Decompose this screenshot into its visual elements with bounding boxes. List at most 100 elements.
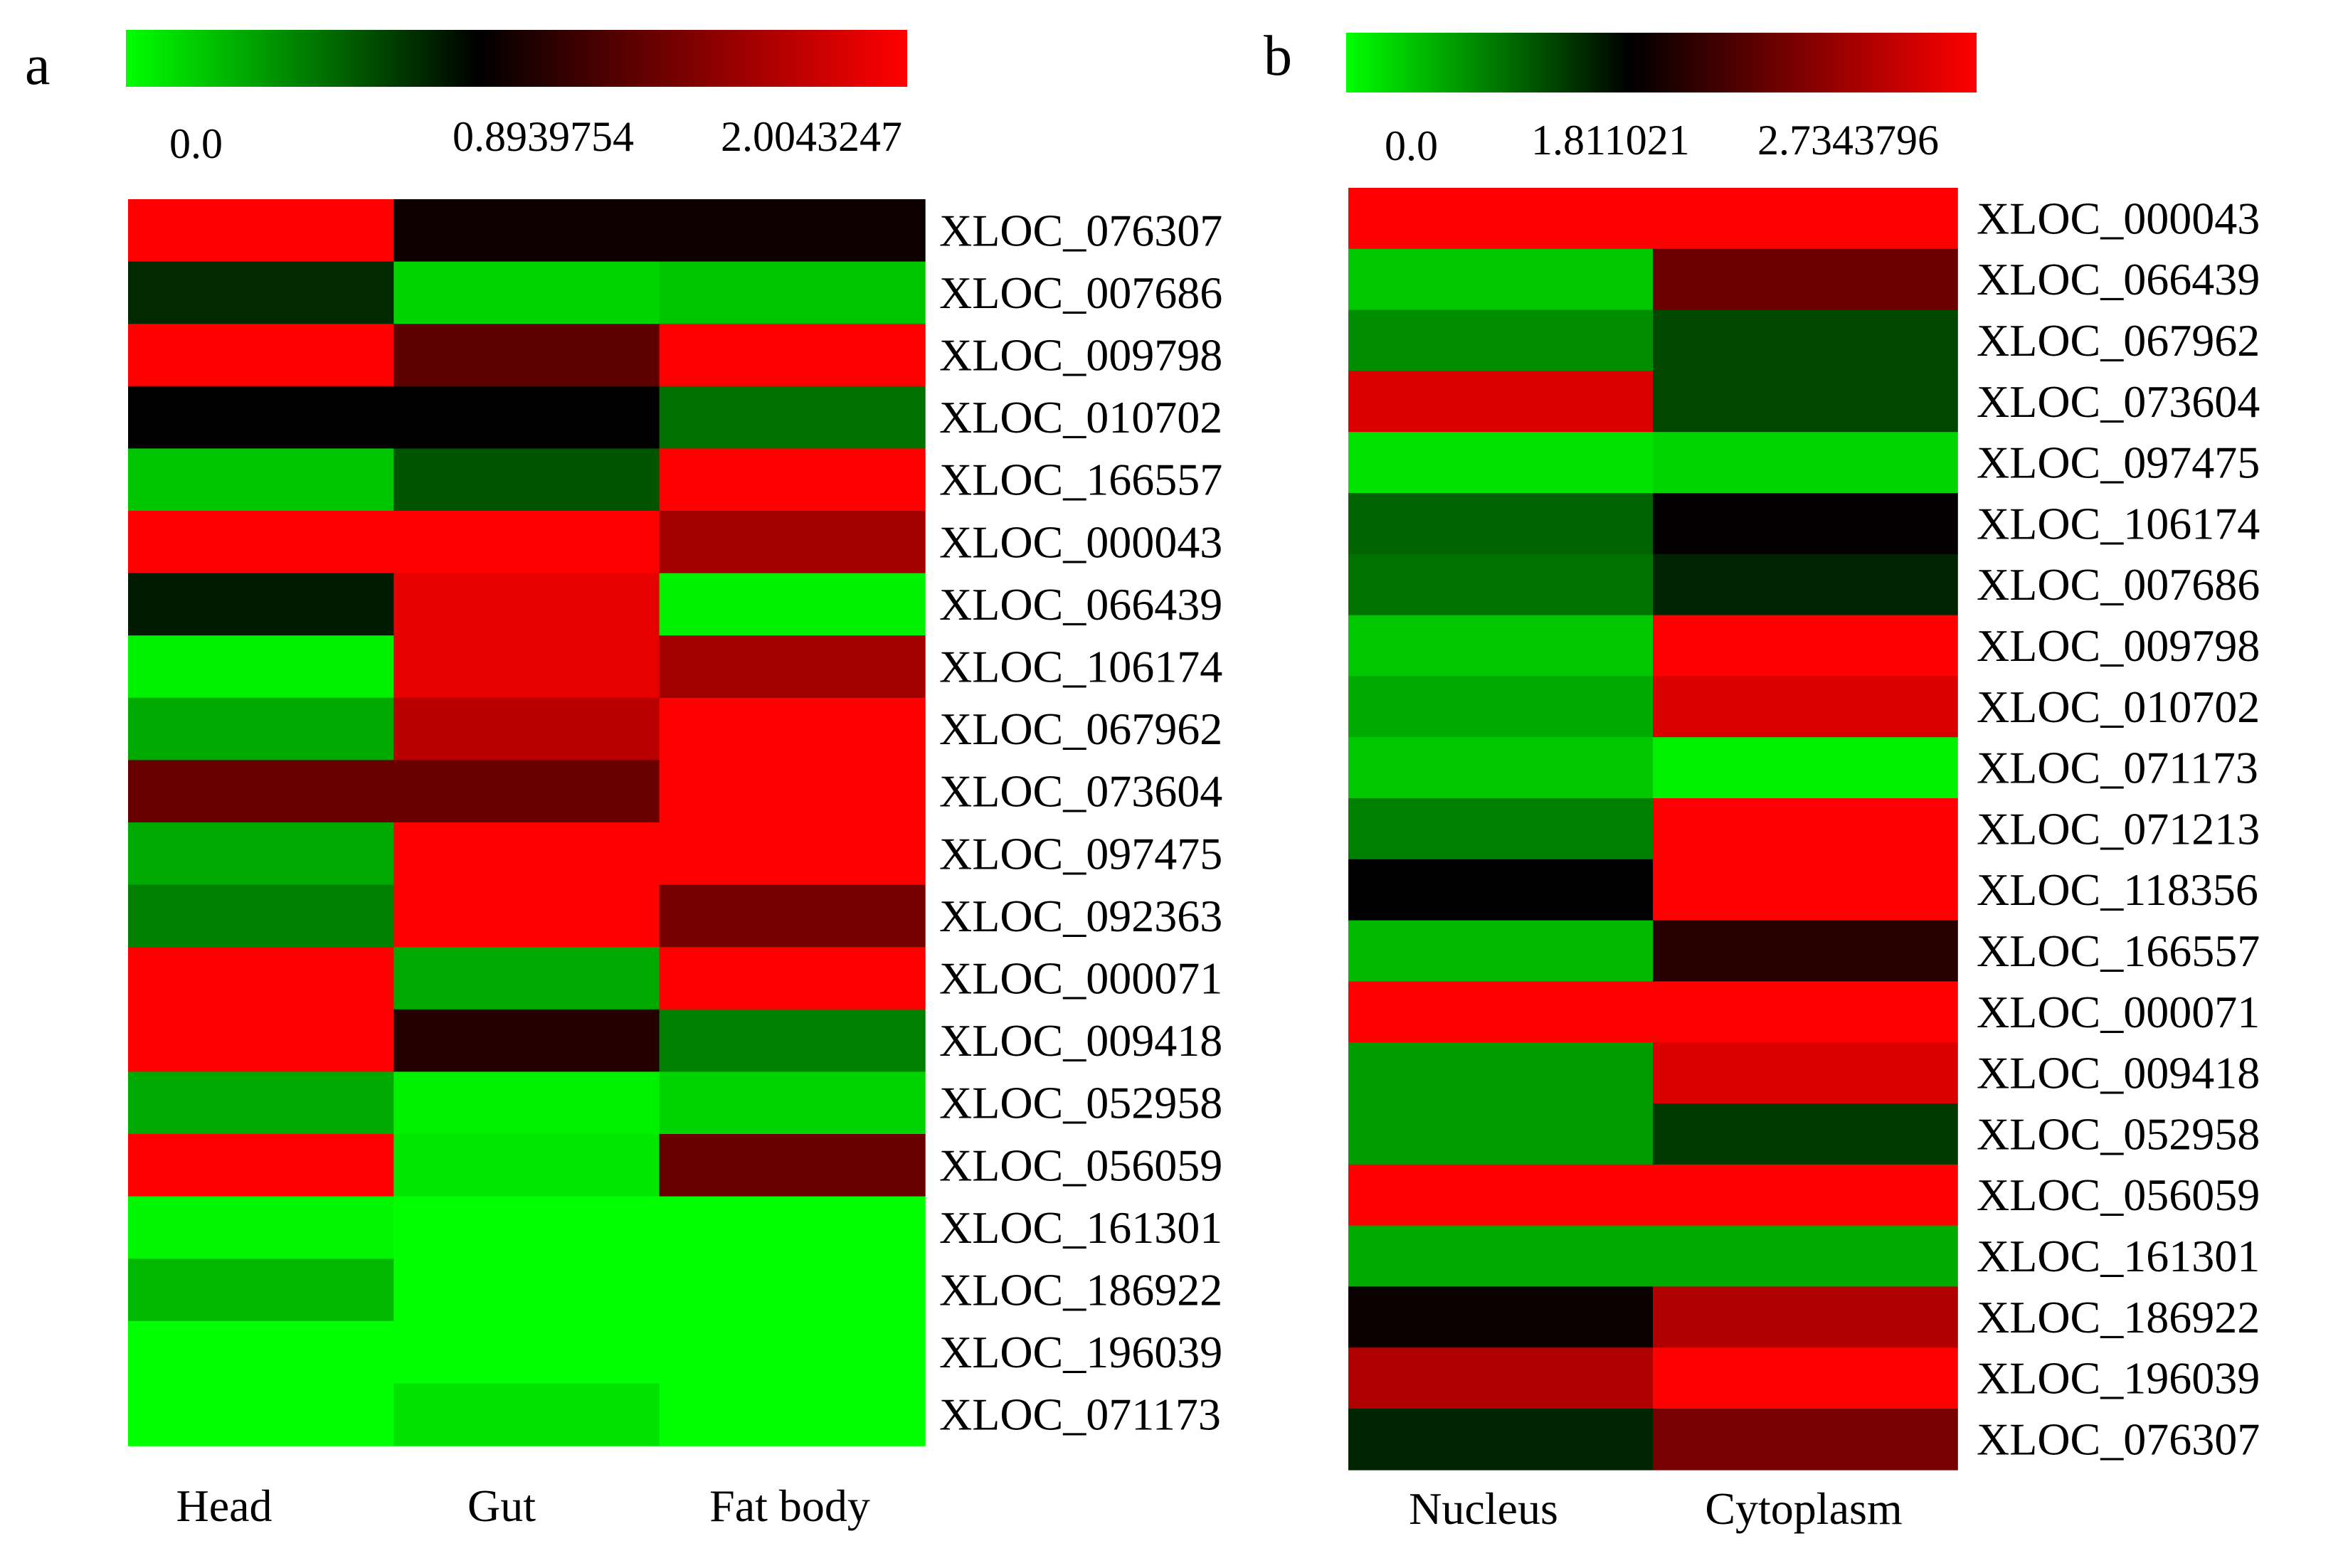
row-label: XLOC_056059 — [939, 1140, 1222, 1190]
heatmap-cell — [1653, 615, 1958, 677]
heatmap-cell — [393, 386, 660, 450]
heatmap-cell — [659, 199, 926, 263]
heatmap-cell — [1653, 493, 1958, 555]
heatmap-cell — [659, 573, 926, 636]
heatmap-cell — [659, 448, 926, 512]
row-label: XLOC_067962 — [939, 704, 1222, 754]
row-label: XLOC_056059 — [1977, 1170, 2260, 1220]
row-label: XLOC_071213 — [1977, 803, 2260, 854]
heatmap-cell — [1348, 248, 1654, 311]
heatmap-cell — [128, 1196, 395, 1259]
column-labels-b: Nucleus Cytoplasm — [1409, 1483, 1903, 1534]
heatmap-cell — [1348, 798, 1654, 860]
color-scale-bar-b — [1346, 33, 1977, 92]
heatmap-cell — [128, 386, 395, 450]
row-label: XLOC_196039 — [1977, 1353, 2260, 1404]
heatmap-cell — [659, 261, 926, 324]
row-label: XLOC_092363 — [939, 891, 1222, 941]
row-label: XLOC_186922 — [939, 1265, 1222, 1315]
heatmap-cell — [1348, 493, 1654, 555]
heatmap-cell — [128, 573, 395, 636]
row-label: XLOC_097475 — [939, 828, 1222, 879]
row-labels-a: XLOC_076307 XLOC_007686 XLOC_009798 XLOC_01… — [939, 205, 1222, 1439]
heatmap-cell — [393, 511, 660, 574]
heatmap-cell — [1348, 1409, 1654, 1471]
heatmap-cell — [1653, 981, 1958, 1043]
heatmap-cell — [1653, 1347, 1958, 1409]
row-label: XLOC_009418 — [1977, 1048, 2260, 1098]
row-label: XLOC_073604 — [1977, 376, 2260, 427]
heatmap-cell — [1653, 676, 1958, 738]
row-label: XLOC_106174 — [1977, 498, 2260, 549]
heatmap-cell — [1348, 188, 1654, 250]
heatmap-cell — [1653, 920, 1958, 982]
row-labels-b: XLOC_000043 XLOC_066439 XLOC_067962 XLOC_07… — [1977, 193, 2260, 1464]
heatmap-cell — [1653, 1286, 1958, 1348]
heatmap-cell — [659, 1196, 926, 1259]
heatmap-panel-b: b 0.0 1.811021 2.7343796 XLOC_000043XLOC… — [1264, 25, 2260, 1534]
heatmap-cell — [393, 1383, 660, 1446]
heatmap-cell — [1348, 920, 1654, 982]
row-label: XLOC_067962 — [1977, 315, 2260, 366]
heatmap-cell — [1653, 188, 1958, 250]
row-label: XLOC_161301 — [1977, 1231, 2260, 1281]
heatmap-cell — [659, 386, 926, 450]
heatmap-cell — [393, 448, 660, 512]
row-label: XLOC_010702 — [1977, 682, 2260, 732]
row-label: XLOC_186922 — [1977, 1292, 2260, 1342]
row-label: XLOC_196039 — [939, 1327, 1222, 1377]
scale-tick-max-b: 2.7343796 — [1757, 117, 1939, 164]
heatmap-cells-b — [1348, 188, 1958, 1471]
row-label: XLOC_009418 — [939, 1015, 1222, 1066]
column-label: Gut — [467, 1480, 536, 1531]
heatmap-cell — [128, 511, 395, 574]
row-label: XLOC_166557 — [939, 455, 1222, 505]
heatmap-cell — [128, 1071, 395, 1135]
row-label: XLOC_066439 — [1977, 254, 2260, 304]
heatmap-cell — [659, 1071, 926, 1135]
row-label: XLOC_073604 — [939, 766, 1222, 817]
heatmap-cell — [128, 1134, 395, 1197]
heatmap-cell — [393, 635, 660, 699]
row-label: XLOC_000043 — [939, 517, 1222, 567]
heatmap-cell — [1653, 1103, 1958, 1165]
heatmap-cell — [1653, 798, 1958, 860]
heatmap-cell — [393, 1134, 660, 1197]
heatmap-cell — [128, 1383, 395, 1446]
heatmap-cell — [128, 697, 395, 761]
heatmap-cell — [659, 511, 926, 574]
heatmap-cell — [128, 1009, 395, 1073]
heatmap-cell — [128, 822, 395, 886]
heatmap-cell — [128, 1259, 395, 1322]
column-label: Nucleus — [1409, 1483, 1558, 1534]
heatmap-cell — [659, 1383, 926, 1446]
heatmap-cell — [393, 1009, 660, 1073]
heatmap-cell — [659, 760, 926, 823]
heatmap-cell — [393, 947, 660, 1010]
heatmap-cell — [1348, 432, 1654, 494]
heatmap-cell — [1653, 309, 1958, 372]
heatmap-panel-a: a 0.0 0.8939754 2.0043247 XLOC_076307XLO… — [25, 30, 1222, 1531]
heatmap-cell — [1348, 1164, 1654, 1227]
heatmap-cell — [1348, 981, 1654, 1043]
heatmap-cell — [1653, 1164, 1958, 1227]
heatmap-cell — [393, 760, 660, 823]
scale-tick-max-a: 2.0043247 — [721, 113, 902, 160]
heatmap-cell — [393, 884, 660, 948]
heatmap-cell — [393, 199, 660, 263]
heatmap-cell — [393, 1259, 660, 1322]
heatmap-cell — [128, 1320, 395, 1384]
row-label: XLOC_066439 — [939, 579, 1222, 630]
row-label: XLOC_000071 — [1977, 987, 2260, 1037]
row-label: XLOC_000071 — [939, 953, 1222, 1004]
heatmap-cell — [659, 884, 926, 948]
row-label: XLOC_076307 — [939, 205, 1222, 255]
heatmap-cell — [1348, 737, 1654, 799]
heatmap-cell — [128, 261, 395, 324]
heatmap-cell — [1348, 553, 1654, 616]
heatmap-cell — [393, 1196, 660, 1259]
column-label: Head — [176, 1480, 272, 1531]
column-labels-a: Head Gut Fat body — [176, 1480, 869, 1531]
heatmap-cell — [1348, 859, 1654, 921]
heatmap-cell — [128, 947, 395, 1010]
